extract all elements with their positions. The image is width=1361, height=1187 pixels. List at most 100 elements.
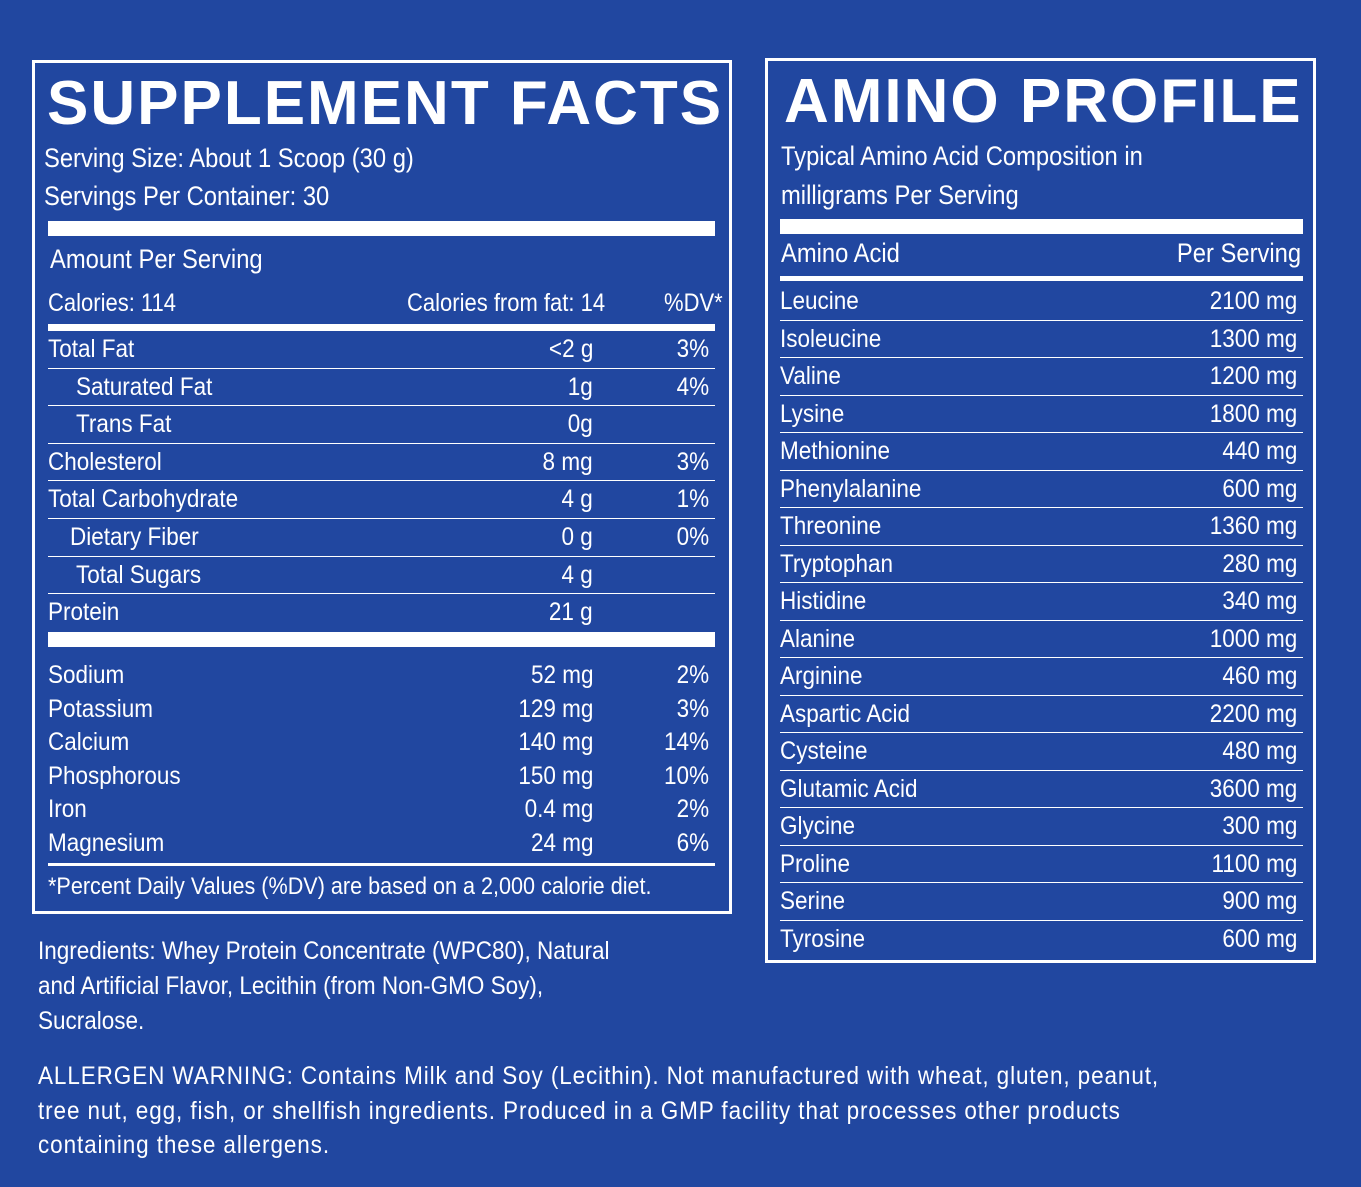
amino-row: Glycine 300 mg [780, 808, 1303, 846]
amino-row: Arginine 460 mg [780, 658, 1303, 696]
row-amount: 0 g [561, 523, 593, 551]
mineral-row: Magnesium 24 mg 6% [48, 825, 715, 863]
nutrient-row: Trans Fat 0g [48, 406, 715, 444]
amino-row: Tryptophan 280 mg [780, 546, 1303, 583]
row-name: Proline [780, 849, 851, 878]
dv-header: %DV* [664, 289, 723, 317]
row-amount: 460 mg [1221, 662, 1297, 690]
row-name: Phenylalanine [780, 474, 922, 503]
row-name: Serine [780, 887, 846, 915]
mineral-row: Sodium 52 mg 2% [48, 657, 715, 695]
ingredients-line: and Artificial Flavor, Lecithin (from No… [38, 972, 544, 1000]
row-amount: 0.4 mg [524, 795, 593, 823]
nutrient-row: Total Fat <2 g 3% [48, 331, 715, 369]
row-name: Cholesterol [48, 447, 162, 476]
row-name: Histidine [780, 587, 867, 615]
nutrient-row: Total Sugars 4 g [48, 557, 715, 595]
row-amount: 1800 mg [1209, 399, 1297, 428]
nutrient-row: Dietary Fiber 0 g 0% [48, 519, 715, 557]
row-name: Sodium [48, 661, 125, 689]
amino-row: Valine 1200 mg [780, 358, 1303, 396]
row-dv: 10% [663, 761, 709, 790]
amino-row: Glutamic Acid 3600 mg [780, 771, 1303, 808]
row-name: Valine [780, 362, 841, 390]
amino-row: Proline 1100 mg [780, 846, 1303, 883]
row-amount: 140 mg [517, 728, 593, 756]
nutrient-row: Protein 21 g [48, 594, 715, 632]
row-dv: 3% [676, 335, 709, 363]
row-dv: 1% [676, 485, 709, 514]
row-dv: 3% [676, 694, 709, 723]
row-name: Leucine [780, 287, 859, 315]
amino-row: Aspartic Acid 2200 mg [780, 696, 1303, 733]
row-amount: 900 mg [1221, 887, 1297, 915]
row-dv: 3% [676, 447, 709, 476]
row-dv: 6% [676, 828, 709, 857]
amino-row: Threonine 1360 mg [780, 508, 1303, 546]
calories: Calories: 114 [48, 289, 176, 317]
amount-per-serving: Amount Per Serving [50, 244, 263, 274]
amino-profile-panel: AMINO PROFILE Typical Amino Acid Composi… [765, 58, 1316, 963]
servings-per-container: Servings Per Container: 30 [44, 181, 330, 211]
footnote: *Percent Daily Values (%DV) are based on… [48, 873, 652, 900]
amino-subtitle-line1: Typical Amino Acid Composition in [781, 141, 1143, 171]
supplement-facts-title: SUPPLEMENT FACTS [47, 69, 724, 138]
row-amount: 4 g [561, 485, 593, 514]
row-amount: 3600 mg [1209, 774, 1297, 803]
row-name: Total Fat [48, 335, 135, 363]
amino-subtitle-line2: milligrams Per Serving [781, 180, 1019, 210]
allergen-line: tree nut, egg, fish, or shellfish ingred… [38, 1096, 1121, 1125]
row-amount: 1100 mg [1211, 849, 1297, 878]
row-name: Trans Fat [76, 410, 172, 439]
amino-row: Lysine 1800 mg [780, 396, 1303, 433]
row-amount: <2 g [548, 335, 593, 363]
medium-divider [48, 324, 715, 331]
amino-row: Phenylalanine 600 mg [780, 471, 1303, 508]
row-amount: 1360 mg [1209, 512, 1297, 540]
row-amount: 300 mg [1221, 812, 1297, 840]
row-name: Phosphorous [48, 761, 181, 790]
row-amount: 21 g [549, 598, 593, 627]
row-name: Calcium [48, 728, 130, 756]
mineral-row: Potassium 129 mg 3% [48, 691, 715, 729]
mineral-row: Iron 0.4 mg 2% [48, 791, 715, 829]
nutrient-row: Cholesterol 8 mg 3% [48, 444, 715, 482]
row-amount: 129 mg [517, 694, 593, 723]
allergen-line: ALLERGEN WARNING: Contains Milk and Soy … [38, 1062, 1160, 1090]
mineral-row: Calcium 140 mg 14% [48, 724, 715, 762]
row-name: Protein [48, 598, 120, 627]
amino-row: Histidine 340 mg [780, 583, 1303, 621]
medium-divider [780, 276, 1303, 281]
row-name: Potassium [48, 694, 154, 723]
row-name: Glycine [780, 812, 856, 840]
row-name: Tryptophan [780, 549, 893, 578]
row-name: Total Sugars [76, 560, 202, 589]
row-name: Aspartic Acid [780, 699, 911, 728]
row-amount: 2200 mg [1209, 699, 1297, 728]
row-amount: 340 mg [1221, 587, 1297, 615]
row-name: Saturated Fat [76, 372, 213, 401]
row-dv: 4% [676, 372, 709, 401]
ingredients-line: Sucralose. [38, 1007, 145, 1035]
row-name: Tyrosine [780, 924, 866, 953]
calories-from-fat: Calories from fat: 14 [406, 289, 605, 317]
amino-row: Alanine 1000 mg [780, 621, 1303, 658]
row-amount: 8 mg [542, 447, 593, 476]
row-amount: 600 mg [1221, 924, 1297, 953]
thick-divider [48, 221, 715, 236]
amino-row: Serine 900 mg [780, 883, 1303, 921]
row-name: Dietary Fiber [70, 523, 199, 551]
row-name: Arginine [780, 662, 863, 690]
col-per-serving: Per Serving [1176, 238, 1301, 268]
row-amount: 2100 mg [1209, 287, 1297, 315]
row-name: Threonine [780, 512, 882, 540]
amino-row: Leucine 2100 mg [780, 283, 1303, 321]
row-amount: 4 g [561, 560, 593, 589]
amino-row: Methionine 440 mg [780, 433, 1303, 471]
row-amount: 1300 mg [1209, 324, 1297, 353]
row-amount: 0g [567, 410, 593, 439]
thick-divider [48, 632, 715, 647]
nutrient-row: Total Carbohydrate 4 g 1% [48, 481, 715, 519]
thick-divider [780, 219, 1303, 234]
row-dv: 2% [676, 661, 709, 689]
